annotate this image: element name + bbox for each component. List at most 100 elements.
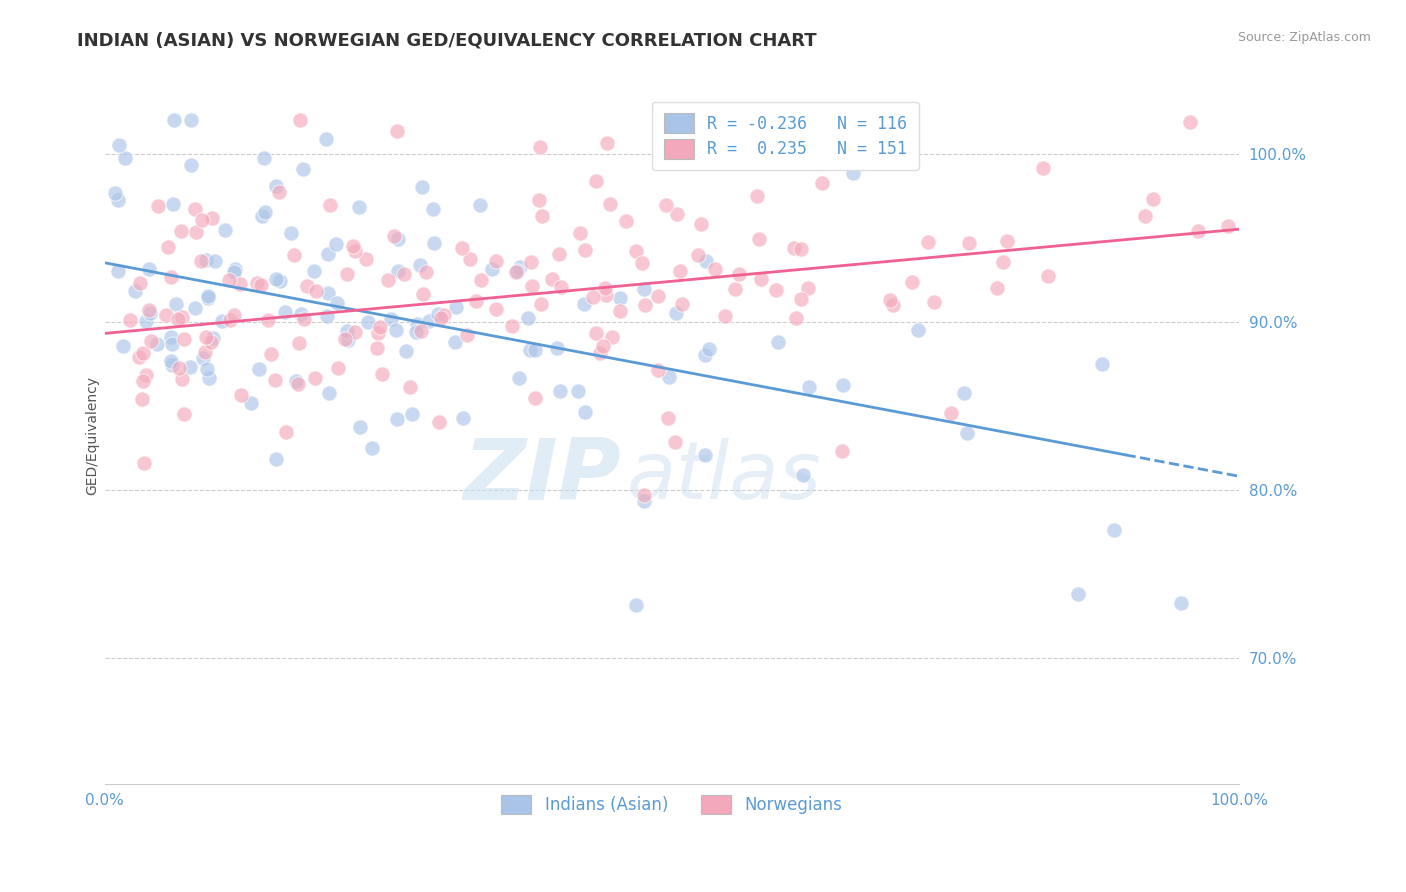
Point [1142, 193, 1164, 207]
Text: ZIP: ZIP [463, 435, 621, 518]
Point [222, 309, 245, 323]
Point [882, 298, 904, 312]
Point [693, 348, 716, 362]
Point [453, 410, 475, 425]
Point [325, 236, 347, 251]
Point [283, 248, 305, 262]
Point [344, 325, 367, 339]
Point [530, 297, 553, 311]
Point [429, 415, 451, 429]
Point [190, 213, 212, 227]
Point [470, 273, 492, 287]
Point [1036, 268, 1059, 283]
Point [202, 331, 225, 345]
Point [595, 136, 617, 150]
Point [394, 267, 416, 281]
Point [415, 265, 437, 279]
Point [405, 325, 427, 339]
Point [595, 288, 617, 302]
Point [172, 372, 194, 386]
Point [160, 337, 183, 351]
Point [107, 263, 129, 277]
Point [572, 297, 595, 311]
Point [783, 241, 806, 255]
Point [664, 434, 686, 449]
Text: INDIAN (ASIAN) VS NORWEGIAN GED/EQUIVALENCY CORRELATION CHART: INDIAN (ASIAN) VS NORWEGIAN GED/EQUIVALE… [77, 31, 817, 49]
Point [481, 262, 503, 277]
Point [724, 282, 747, 296]
Point [240, 396, 263, 410]
Point [211, 314, 233, 328]
Point [139, 334, 162, 348]
Point [295, 278, 318, 293]
Point [191, 351, 214, 365]
Point [186, 225, 208, 239]
Point [107, 194, 129, 208]
Point [426, 308, 449, 322]
Point [768, 334, 790, 349]
Point [665, 306, 688, 320]
Point [264, 272, 287, 286]
Point [253, 152, 276, 166]
Point [319, 198, 342, 212]
Point [326, 360, 349, 375]
Point [276, 425, 298, 439]
Point [165, 297, 187, 311]
Point [336, 333, 359, 347]
Point [139, 305, 162, 319]
Point [456, 327, 478, 342]
Point [765, 283, 787, 297]
Point [159, 270, 181, 285]
Point [371, 367, 394, 381]
Point [602, 330, 624, 344]
Point [529, 193, 551, 207]
Point [900, 276, 922, 290]
Point [631, 255, 654, 269]
Point [465, 293, 488, 308]
Point [229, 277, 252, 291]
Point [160, 330, 183, 344]
Point [655, 198, 678, 212]
Point [138, 303, 160, 318]
Point [246, 277, 269, 291]
Point [401, 407, 423, 421]
Point [280, 226, 302, 240]
Point [305, 284, 328, 298]
Point [634, 298, 657, 312]
Point [953, 385, 976, 400]
Point [956, 425, 979, 440]
Point [831, 444, 853, 458]
Point [505, 265, 527, 279]
Point [574, 244, 596, 258]
Point [995, 234, 1018, 248]
Point [599, 197, 621, 211]
Point [170, 224, 193, 238]
Point [342, 238, 364, 252]
Point [585, 326, 607, 340]
Point [1187, 224, 1209, 238]
Point [264, 452, 287, 467]
Point [695, 254, 717, 268]
Point [567, 384, 589, 398]
Point [287, 336, 309, 351]
Point [302, 264, 325, 278]
Point [501, 318, 523, 333]
Point [231, 387, 253, 401]
Point [433, 308, 456, 322]
Legend: Indians (Asian), Norwegians: Indians (Asian), Norwegians [491, 785, 852, 824]
Point [195, 330, 218, 344]
Point [170, 310, 193, 324]
Point [200, 335, 222, 350]
Point [354, 252, 377, 266]
Point [917, 235, 939, 249]
Point [146, 199, 169, 213]
Point [138, 262, 160, 277]
Point [343, 244, 366, 258]
Point [460, 252, 482, 266]
Point [387, 264, 409, 278]
Point [260, 347, 283, 361]
Point [1133, 209, 1156, 223]
Point [574, 405, 596, 419]
Point [304, 371, 326, 385]
Point [190, 254, 212, 268]
